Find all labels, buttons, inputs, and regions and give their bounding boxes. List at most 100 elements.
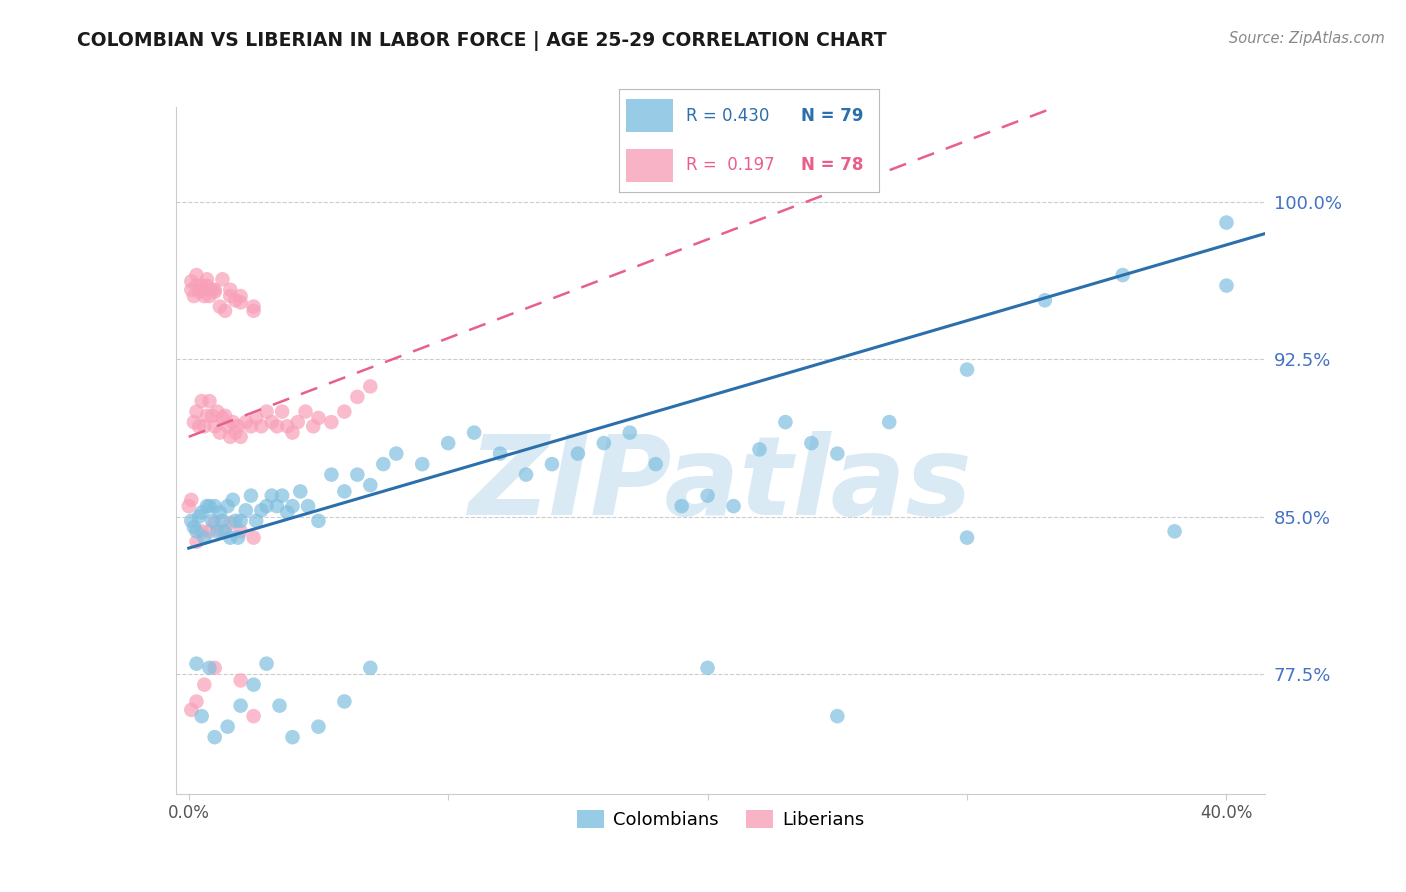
Point [180, 492, 202, 507]
Point [463, 425, 485, 440]
Point [201, 514, 224, 528]
Point [346, 467, 368, 482]
Point [186, 524, 208, 539]
Point [183, 289, 205, 303]
Point [437, 436, 460, 450]
Point [219, 531, 242, 545]
Bar [627, 149, 673, 181]
Point [208, 300, 231, 314]
Point [214, 524, 236, 539]
Point [224, 293, 246, 308]
Point [775, 415, 797, 429]
Point [269, 698, 291, 713]
Point [250, 503, 273, 517]
Point [219, 430, 242, 444]
Point [226, 419, 249, 434]
Point [193, 419, 215, 434]
Text: Source: ZipAtlas.com: Source: ZipAtlas.com [1229, 31, 1385, 46]
Point [276, 505, 298, 519]
Point [281, 425, 304, 440]
Point [242, 531, 264, 545]
Point [229, 673, 252, 688]
Point [226, 531, 249, 545]
Point [302, 419, 325, 434]
Point [190, 524, 212, 539]
Point [186, 657, 208, 671]
Point [567, 447, 589, 461]
Point [242, 303, 264, 318]
Point [177, 499, 200, 513]
Point [214, 409, 236, 423]
Point [190, 709, 212, 723]
Point [256, 404, 278, 418]
Point [250, 419, 273, 434]
Point [515, 467, 537, 482]
Point [207, 404, 229, 418]
Point [333, 694, 356, 708]
Point [245, 411, 267, 425]
Point [748, 442, 770, 457]
Point [1112, 268, 1135, 282]
Text: COLOMBIAN VS LIBERIAN IN LABOR FORCE | AGE 25-29 CORRELATION CHART: COLOMBIAN VS LIBERIAN IN LABOR FORCE | A… [77, 31, 887, 51]
Point [190, 278, 212, 293]
Point [204, 661, 226, 675]
Bar [627, 99, 673, 132]
Point [201, 283, 224, 297]
Point [644, 457, 666, 471]
Point [276, 419, 298, 434]
Point [877, 415, 900, 429]
Point [224, 514, 246, 528]
Point [827, 447, 849, 461]
Point [281, 499, 304, 513]
Point [211, 272, 233, 286]
Point [240, 419, 263, 434]
Point [195, 409, 218, 423]
Point [229, 430, 252, 444]
Point [235, 503, 257, 517]
Point [956, 531, 979, 545]
Point [260, 415, 283, 429]
Text: N = 79: N = 79 [801, 107, 863, 125]
Point [180, 703, 202, 717]
Point [204, 419, 226, 434]
Point [385, 447, 408, 461]
Point [242, 300, 264, 314]
Point [180, 514, 202, 528]
Point [195, 278, 218, 293]
Point [193, 289, 215, 303]
Point [229, 524, 252, 539]
Point [266, 419, 288, 434]
Point [195, 499, 218, 513]
Point [217, 499, 239, 513]
Point [198, 524, 221, 539]
Point [217, 720, 239, 734]
Point [242, 678, 264, 692]
Point [307, 720, 329, 734]
Point [346, 390, 368, 404]
Point [242, 709, 264, 723]
Point [229, 289, 252, 303]
Text: N = 78: N = 78 [801, 156, 863, 174]
Point [193, 531, 215, 545]
Point [307, 411, 329, 425]
Point [359, 379, 381, 393]
Point [204, 285, 226, 299]
Point [190, 394, 212, 409]
Point [207, 524, 229, 539]
Point [229, 295, 252, 310]
Point [186, 694, 208, 708]
Point [307, 514, 329, 528]
Point [333, 404, 356, 418]
Point [245, 514, 267, 528]
Point [222, 492, 245, 507]
Point [1033, 293, 1056, 308]
Point [240, 489, 263, 503]
Point [359, 661, 381, 675]
Point [183, 520, 205, 534]
Point [222, 415, 245, 429]
Point [271, 404, 294, 418]
Point [489, 447, 512, 461]
Point [1215, 216, 1237, 230]
Point [1215, 278, 1237, 293]
Point [188, 285, 211, 299]
